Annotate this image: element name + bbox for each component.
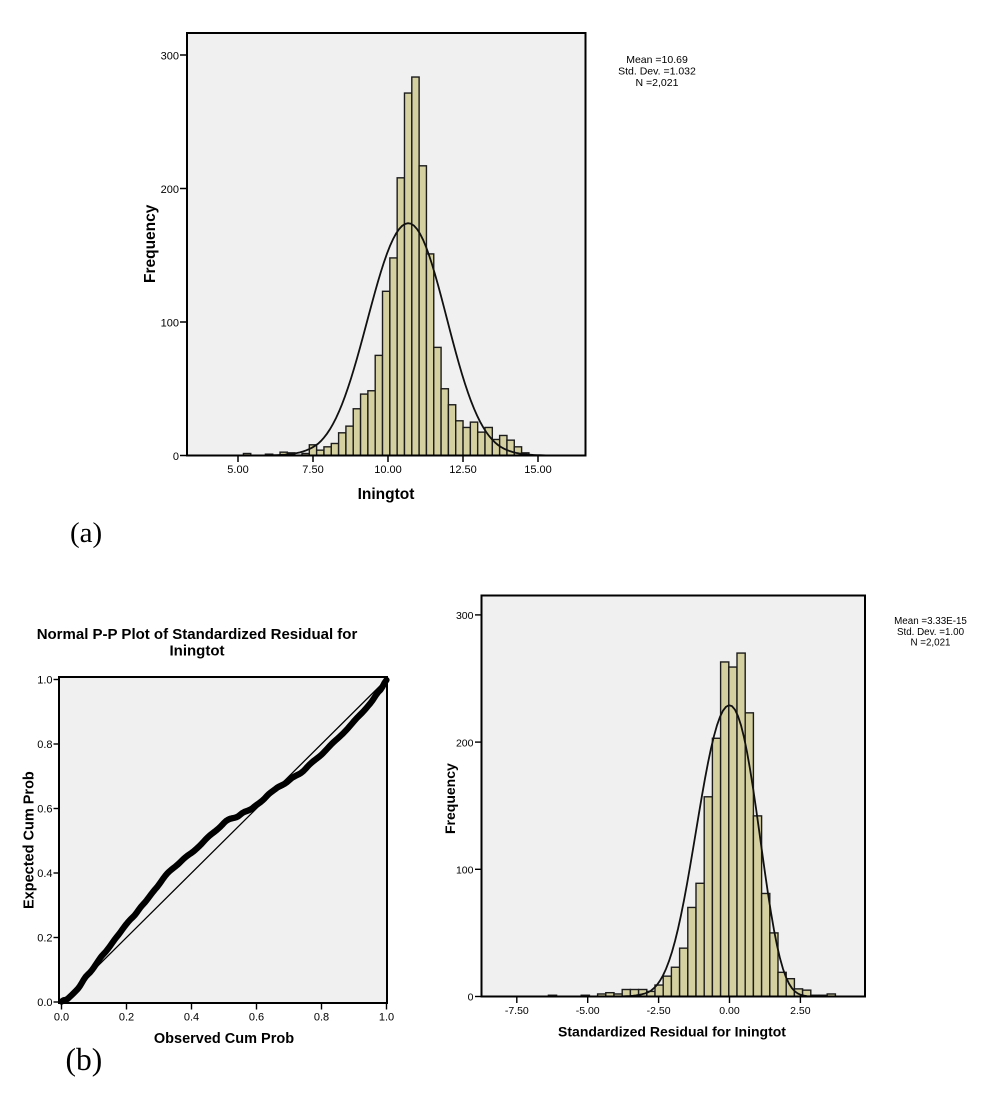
svg-text:Mean =3.33E-15: Mean =3.33E-15 bbox=[894, 616, 967, 627]
svg-text:5.00: 5.00 bbox=[227, 464, 248, 476]
svg-text:0.8: 0.8 bbox=[314, 1012, 329, 1024]
svg-text:Expected Cum Prob: Expected Cum Prob bbox=[22, 771, 38, 909]
svg-text:15.00: 15.00 bbox=[524, 464, 552, 476]
svg-text:200: 200 bbox=[161, 184, 179, 196]
svg-text:-7.50: -7.50 bbox=[505, 1005, 529, 1017]
svg-text:N =2,021: N =2,021 bbox=[910, 638, 950, 649]
svg-text:0: 0 bbox=[173, 451, 179, 463]
svg-text:0.00: 0.00 bbox=[719, 1005, 740, 1017]
svg-text:0.2: 0.2 bbox=[119, 1012, 134, 1024]
svg-text:Observed Cum Prob: Observed Cum Prob bbox=[154, 1031, 294, 1047]
svg-text:Std. Dev. =1.032: Std. Dev. =1.032 bbox=[618, 65, 696, 77]
svg-text:0.4: 0.4 bbox=[184, 1012, 199, 1024]
svg-text:300: 300 bbox=[161, 51, 179, 63]
svg-text:Iningtot: Iningtot bbox=[358, 486, 415, 503]
svg-text:10.00: 10.00 bbox=[374, 464, 402, 476]
svg-text:(b): (b) bbox=[66, 1042, 103, 1077]
svg-text:2.50: 2.50 bbox=[790, 1005, 811, 1017]
svg-text:-2.50: -2.50 bbox=[647, 1005, 671, 1017]
svg-text:0.6: 0.6 bbox=[37, 804, 52, 816]
svg-text:Iningtot: Iningtot bbox=[170, 643, 225, 660]
svg-text:Std. Dev. =1.00: Std. Dev. =1.00 bbox=[897, 627, 965, 638]
svg-text:(a): (a) bbox=[70, 517, 102, 549]
svg-text:Frequency: Frequency bbox=[142, 204, 159, 283]
svg-text:7.50: 7.50 bbox=[302, 464, 323, 476]
svg-text:-5.00: -5.00 bbox=[576, 1005, 600, 1017]
svg-text:Standardized Residual for Inin: Standardized Residual for Iningtot bbox=[558, 1024, 786, 1040]
svg-text:0.8: 0.8 bbox=[37, 739, 52, 751]
svg-text:12.50: 12.50 bbox=[449, 464, 477, 476]
svg-text:0.2: 0.2 bbox=[37, 933, 52, 945]
svg-text:0: 0 bbox=[468, 992, 474, 1004]
svg-text:Normal P-P Plot of Standardize: Normal P-P Plot of Standardized Residual… bbox=[37, 626, 358, 643]
svg-text:0.4: 0.4 bbox=[37, 868, 52, 880]
svg-text:0.6: 0.6 bbox=[249, 1012, 264, 1024]
svg-text:100: 100 bbox=[161, 318, 179, 330]
svg-text:Frequency: Frequency bbox=[442, 763, 458, 834]
svg-text:0.0: 0.0 bbox=[54, 1012, 69, 1024]
svg-text:200: 200 bbox=[456, 737, 474, 749]
svg-text:1.0: 1.0 bbox=[379, 1012, 394, 1024]
svg-text:Mean =10.69: Mean =10.69 bbox=[626, 54, 688, 66]
svg-text:0.0: 0.0 bbox=[37, 997, 52, 1009]
svg-text:N =2,021: N =2,021 bbox=[636, 77, 679, 89]
svg-text:300: 300 bbox=[456, 610, 474, 622]
svg-text:1.0: 1.0 bbox=[37, 675, 52, 687]
svg-text:100: 100 bbox=[456, 865, 474, 877]
